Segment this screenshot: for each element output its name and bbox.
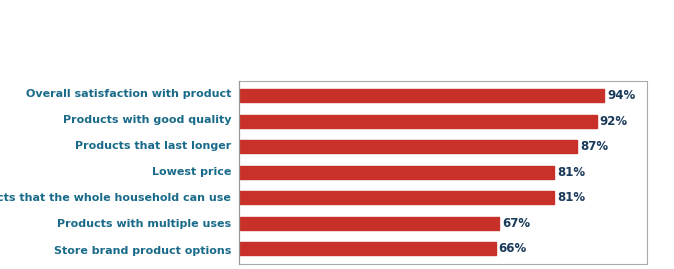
Text: Products that the whole household can use: Products that the whole household can us… [0, 193, 231, 203]
Bar [239, 89, 605, 102]
Text: 81%: 81% [557, 191, 585, 204]
Bar [239, 165, 554, 179]
Text: Products that last longer: Products that last longer [75, 141, 231, 151]
Text: 87%: 87% [580, 140, 609, 153]
Bar [239, 115, 596, 128]
Text: When shopping for groceries, how do you: When shopping for groceries, how do you [80, 20, 362, 33]
Bar [239, 140, 577, 153]
Text: a product is?: a product is? [502, 20, 592, 33]
Text: Overall satisfaction with product: Overall satisfaction with product [26, 89, 231, 99]
Text: 94%: 94% [607, 89, 636, 102]
Text: 66%: 66% [499, 242, 527, 255]
Text: Products with good quality: Products with good quality [63, 115, 231, 125]
Text: 81%: 81% [557, 166, 585, 179]
Bar [239, 217, 499, 230]
Bar [239, 242, 495, 255]
Text: 92%: 92% [600, 115, 627, 128]
Text: Lowest price: Lowest price [152, 167, 231, 177]
Text: Store brand product options: Store brand product options [54, 246, 231, 256]
Text: Products with multiple uses: Products with multiple uses [57, 220, 231, 229]
Bar [239, 191, 554, 204]
Text: (percent important or very important): (percent important or very important) [218, 52, 456, 65]
Text: determine how affordable: determine how affordable [344, 20, 539, 33]
Text: 67%: 67% [503, 217, 530, 230]
